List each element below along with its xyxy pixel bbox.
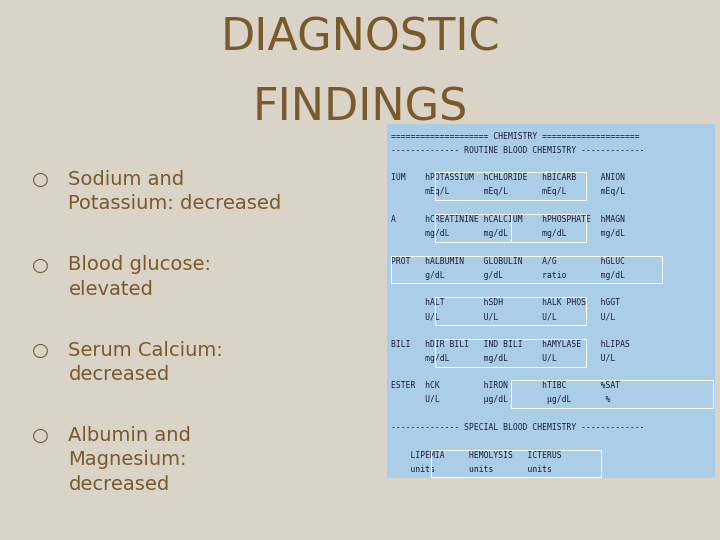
Text: mg/dL       mg/dL       U/L         U/L: mg/dL mg/dL U/L U/L <box>391 354 615 363</box>
Text: U/L         U/L         U/L         U/L: U/L U/L U/L U/L <box>391 312 615 321</box>
Text: U/L         μg/dL        μg/dL       %: U/L μg/dL μg/dL % <box>391 395 611 404</box>
Text: hALT        hSDH        hALK PHOS   hGGT: hALT hSDH hALK PHOS hGGT <box>391 298 620 307</box>
Text: Blood glucose:
elevated: Blood glucose: elevated <box>68 255 212 299</box>
Text: Sodium and
Potassium: decreased: Sodium and Potassium: decreased <box>68 170 282 213</box>
Bar <box>391 255 662 284</box>
Bar <box>435 339 586 367</box>
Text: LIPEMIA     HEMOLYSIS   ICTERUS: LIPEMIA HEMOLYSIS ICTERUS <box>391 451 562 460</box>
Bar <box>431 450 600 477</box>
Text: ○: ○ <box>32 341 50 360</box>
Text: Albumin and
Magnesium:
decreased: Albumin and Magnesium: decreased <box>68 426 192 494</box>
Bar <box>510 214 586 242</box>
Text: ○: ○ <box>32 255 50 274</box>
Text: PROT   hALBUMIN    GLOBULIN    A/G         hGLUC: PROT hALBUMIN GLOBULIN A/G hGLUC <box>391 256 625 266</box>
Text: A      hCREATININE hCALCIUM    hPHOSPHATE  hMAGN: A hCREATININE hCALCIUM hPHOSPHATE hMAGN <box>391 215 625 224</box>
Text: mEq/L       mEq/L       mEq/L       mEq/L: mEq/L mEq/L mEq/L mEq/L <box>391 187 625 197</box>
Text: ○: ○ <box>32 426 50 445</box>
Bar <box>435 297 586 325</box>
Text: mg/dL       mg/dL       mg/dL       mg/dL: mg/dL mg/dL mg/dL mg/dL <box>391 229 625 238</box>
Text: IUM    hPOTASSIUM  hCHLORIDE   hBICARB     ANION: IUM hPOTASSIUM hCHLORIDE hBICARB ANION <box>391 173 625 183</box>
Text: -------------- ROUTINE BLOOD CHEMISTRY -------------: -------------- ROUTINE BLOOD CHEMISTRY -… <box>391 146 644 154</box>
Text: Serum Calcium:
decreased: Serum Calcium: decreased <box>68 341 223 384</box>
Bar <box>435 172 586 200</box>
Bar <box>435 214 510 242</box>
Text: BILI   hDIR BILI   IND BILI    hAMYLASE    hLIPAS: BILI hDIR BILI IND BILI hAMYLASE hLIPAS <box>391 340 630 349</box>
Bar <box>510 380 713 408</box>
Text: ESTER  hCK         hIRON       hTIBC       %SAT: ESTER hCK hIRON hTIBC %SAT <box>391 381 620 390</box>
Text: FINDINGS: FINDINGS <box>252 86 468 130</box>
Bar <box>387 124 715 478</box>
Text: ○: ○ <box>32 170 50 189</box>
Text: DIAGNOSTIC: DIAGNOSTIC <box>220 16 500 59</box>
Text: units       units       units: units units units <box>391 465 552 474</box>
Text: g/dL        g/dL        ratio       mg/dL: g/dL g/dL ratio mg/dL <box>391 271 625 280</box>
Text: -------------- SPECIAL BLOOD CHEMISTRY -------------: -------------- SPECIAL BLOOD CHEMISTRY -… <box>391 423 644 432</box>
Text: ==================== CHEMISTRY ====================: ==================== CHEMISTRY =========… <box>391 132 639 141</box>
